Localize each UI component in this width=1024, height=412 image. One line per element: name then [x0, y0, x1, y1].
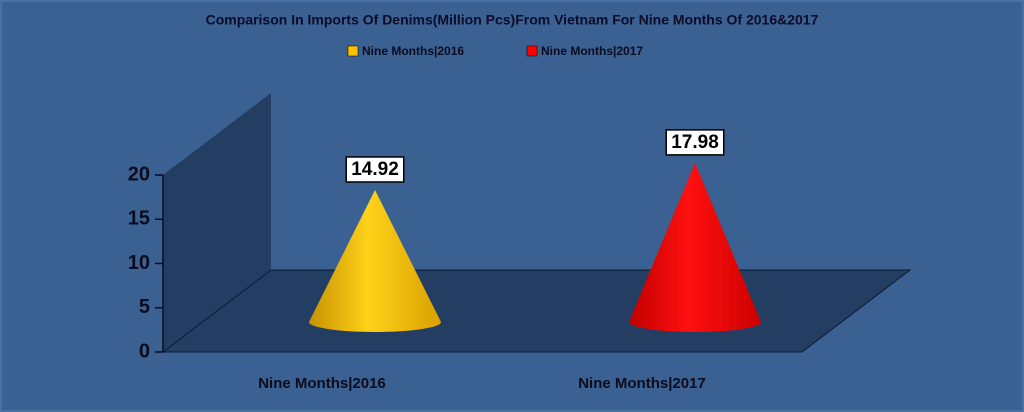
data-label-box — [665, 129, 725, 156]
cone — [309, 189, 441, 332]
data-label: 14.92 — [351, 159, 399, 180]
floor — [161, 269, 912, 353]
x-tick-label: Nine Months|2017 — [578, 375, 706, 392]
back-wall — [163, 93, 271, 352]
legend-swatch — [526, 45, 538, 57]
cone — [629, 162, 761, 332]
y-tick-label: 20 — [128, 163, 150, 185]
legend-label: Nine Months|2017 — [541, 44, 643, 58]
legend-swatch — [347, 45, 359, 57]
y-tick-label: 15 — [128, 208, 150, 230]
x-tick-label: Nine Months|2016 — [258, 375, 386, 392]
y-tick-label: 10 — [128, 252, 150, 274]
y-tick-label: 0 — [139, 340, 150, 362]
data-label-box — [345, 156, 405, 183]
chart-title: Comparison In Imports Of Denims(Million … — [206, 12, 819, 28]
legend-label: Nine Months|2016 — [362, 44, 464, 58]
data-label: 17.98 — [671, 132, 719, 153]
y-tick-label: 5 — [139, 296, 150, 318]
